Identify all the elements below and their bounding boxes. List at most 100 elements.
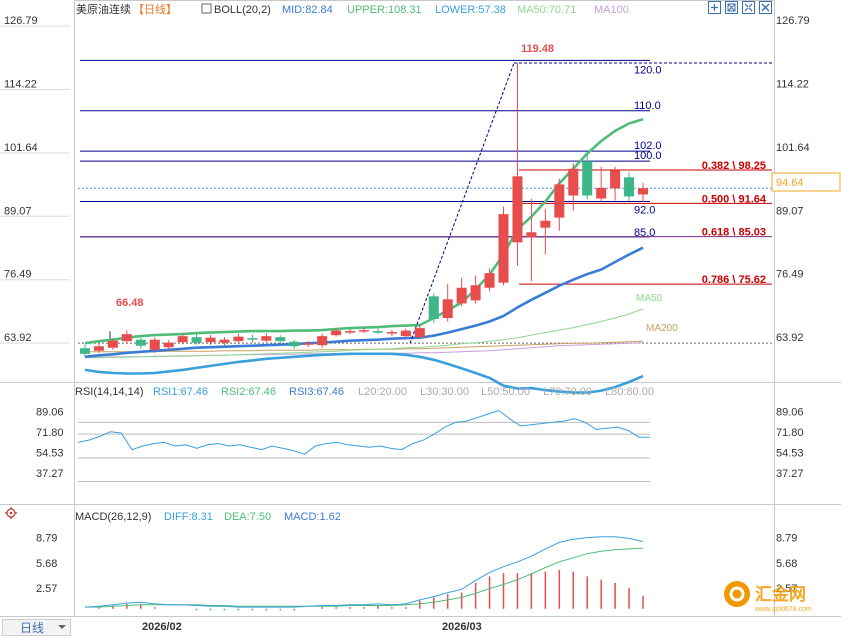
candle-body <box>93 346 104 351</box>
fullscreen-icon[interactable] <box>708 1 721 14</box>
candle-body <box>191 337 202 343</box>
macd-tick-left: 8.79 <box>36 533 57 545</box>
macd-legend: MACD(26,12,9) DIFF:8.31 DEA:7.50 MACD:1.… <box>5 507 341 523</box>
macd-settings-icon[interactable] <box>5 507 17 519</box>
macd-tick-left: 2.57 <box>36 583 57 595</box>
price-tick-label-right: 126.79 <box>776 15 810 27</box>
price-tick-label-right: 63.92 <box>776 332 804 344</box>
candle-body <box>247 338 258 340</box>
rsi-layer <box>77 409 650 483</box>
minimize-icon[interactable] <box>742 1 755 14</box>
candle-body <box>275 337 286 342</box>
rsi-l80: L80:80.00 <box>605 386 654 398</box>
last-price-value: 94.64 <box>776 177 804 189</box>
candle-body <box>331 330 342 336</box>
ma50-line <box>85 308 644 359</box>
rsi-title: RSI(14,14,14) <box>75 386 143 398</box>
rsi-tick-left: 71.80 <box>36 427 64 439</box>
axis-layer: 126.79 126.79 114.22 114.22 101.64 101.64 89.0… <box>4 15 810 595</box>
rsi-l50: L50:50.00 <box>481 386 530 398</box>
boll-lower-line <box>84 352 644 394</box>
candle-body <box>610 170 621 189</box>
boll-upper-line <box>84 118 644 345</box>
boll-mid-line <box>84 246 644 359</box>
rsi3-value: RSI3:67.46 <box>289 386 344 398</box>
candle-body <box>540 220 551 228</box>
fib-label: 0.382 \ 98.25 <box>702 160 766 172</box>
rsi-legend: RSI(14,14,14) RSI1:67.46 RSI2:67.46 RSI3… <box>75 386 654 398</box>
candle-body <box>289 341 300 347</box>
candle-body <box>456 287 467 304</box>
macd-dea-value: DEA:7.50 <box>224 511 271 523</box>
symbol-name: 美原油连续 <box>76 2 131 16</box>
candle-body <box>233 336 244 342</box>
candle-body <box>638 188 649 195</box>
last-price-tag: 94.64 <box>771 172 841 192</box>
boll-label: BOLL(20,2) <box>214 4 271 16</box>
macd-title: MACD(26,12,9) <box>75 511 151 523</box>
price-tick-label-left: 76.49 <box>4 269 32 281</box>
period-label: 【日线】 <box>133 2 177 16</box>
price-tick-label-left: 63.92 <box>4 332 32 344</box>
macd-diff-line <box>84 536 644 608</box>
rsi-tick-left: 37.27 <box>36 468 64 480</box>
macd-tick-right: 2.57 <box>776 583 797 595</box>
level-label: 92.0 <box>634 205 655 217</box>
candle-body <box>205 337 216 343</box>
maximize-icon[interactable] <box>725 1 738 14</box>
boll-settings-icon[interactable] <box>201 3 212 14</box>
candle-body <box>163 342 174 348</box>
price-grid <box>0 25 772 344</box>
candle-body <box>386 332 397 334</box>
price-tick-label-left: 89.07 <box>4 205 32 217</box>
ma100-value: MA100 <box>594 4 629 16</box>
candle-body <box>512 176 523 243</box>
rsi-l70: L70:70.00 <box>543 386 592 398</box>
candle-body <box>428 296 439 320</box>
rsi-tick-right: 71.80 <box>776 427 804 439</box>
window-controls <box>708 1 772 14</box>
period-button[interactable]: 日线 <box>2 619 71 636</box>
macd-tick-left: 5.68 <box>36 558 57 570</box>
candle-body <box>107 340 118 348</box>
macd-layer <box>84 536 644 611</box>
level-label: 102.0 <box>634 140 662 152</box>
candle-body <box>261 336 272 341</box>
time-label-feb: 2026/02 <box>142 621 182 633</box>
macd-diff-value: DIFF:8.31 <box>164 511 213 523</box>
period-button-label: 日线 <box>20 621 44 635</box>
candle-body <box>442 299 453 318</box>
price-tick-label-left: 126.79 <box>4 15 38 27</box>
watermark-name: 汇金网 <box>755 584 806 604</box>
candle-body <box>596 187 607 199</box>
watermark-url: www.gold678.com <box>754 606 812 613</box>
rsi-tick-right: 54.53 <box>776 447 804 459</box>
rsi-tick-right: 37.27 <box>776 468 804 480</box>
rsi-tick-left: 54.53 <box>36 447 64 459</box>
candle-body <box>484 273 495 288</box>
close-icon[interactable] <box>759 1 772 14</box>
fib-label: 0.618 \ 85.03 <box>702 227 766 239</box>
rsi-tick-left: 89.06 <box>36 407 64 419</box>
candle-body <box>582 161 593 196</box>
candles <box>79 62 649 357</box>
price-tick-label-left: 101.64 <box>4 142 38 154</box>
price-tick-label-right: 101.64 <box>776 142 810 154</box>
candle-body <box>470 285 481 301</box>
price-tick-label-right: 89.07 <box>776 205 804 217</box>
time-axis: 2026/02 2026/03 <box>142 621 482 633</box>
fib-label: 0.500 \ 91.64 <box>702 193 767 205</box>
candle-body <box>372 331 383 333</box>
candle-body <box>317 336 328 346</box>
level-label: 120.0 <box>634 64 662 76</box>
macd-tick-right: 8.79 <box>776 533 797 545</box>
price-tick-label-right: 76.49 <box>776 269 804 281</box>
price-tick-label-left: 114.22 <box>4 78 37 90</box>
candle-body <box>219 339 230 343</box>
boll-lower-value: LOWER:57.38 <box>435 4 506 16</box>
candle-body <box>79 348 90 354</box>
macd-value: MACD:1.62 <box>284 511 341 523</box>
rsi-l30: L30:30.00 <box>420 386 469 398</box>
chevron-down-icon <box>58 625 66 629</box>
